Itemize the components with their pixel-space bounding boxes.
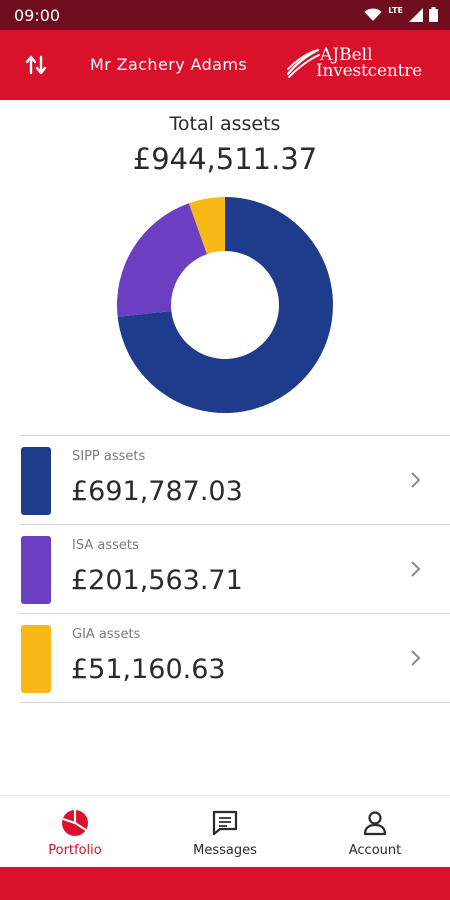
message-icon — [212, 810, 238, 836]
asset-value: £201,563.71 — [71, 565, 243, 596]
chevron-right-icon — [411, 650, 421, 666]
logo-text-bottom: Investcentre — [316, 61, 423, 81]
asset-color-swatch — [21, 447, 51, 515]
pie-chart-icon — [62, 810, 88, 836]
wifi-icon — [364, 7, 382, 21]
asset-allocation-donut-chart — [117, 197, 333, 413]
asset-list: SIPP assets £691,787.03 ISA assets £201,… — [20, 435, 450, 703]
network-type: LTE — [388, 6, 403, 15]
donut-slice-sipp-assets — [117, 197, 333, 413]
donut-slice-gia-assets — [188, 197, 225, 255]
nav-label: Messages — [193, 843, 257, 858]
switch-account-icon[interactable] — [23, 52, 49, 78]
nav-label: Account — [348, 843, 402, 858]
asset-label: ISA assets — [72, 538, 139, 553]
nav-messages[interactable]: Messages — [150, 796, 300, 867]
asset-row-isa[interactable]: ISA assets £201,563.71 — [20, 525, 450, 614]
asset-color-swatch — [21, 625, 51, 693]
status-time: 09:00 — [14, 6, 61, 25]
logo-swoosh-icon — [286, 48, 320, 78]
asset-label: SIPP assets — [72, 449, 146, 464]
battery-icon — [429, 7, 438, 22]
asset-row-sipp[interactable]: SIPP assets £691,787.03 — [20, 436, 450, 525]
app-header: Mr Zachery Adams AJBell Investcentre — [0, 30, 450, 100]
person-icon — [363, 811, 387, 836]
chevron-right-icon — [411, 561, 421, 577]
account-name: Mr Zachery Adams — [90, 55, 248, 74]
asset-label: GIA assets — [72, 627, 141, 642]
status-icons: LTE — [364, 6, 438, 22]
bottom-navigation: Portfolio Messages Account — [0, 795, 450, 867]
asset-row-gia[interactable]: GIA assets £51,160.63 — [20, 614, 450, 703]
ajbell-logo: AJBell Investcentre — [286, 42, 436, 88]
total-assets-value: £944,511.37 — [132, 142, 318, 176]
chevron-right-icon — [411, 472, 421, 488]
asset-value: £51,160.63 — [71, 654, 226, 685]
nav-label: Portfolio — [48, 843, 102, 858]
status-bar: 09:00 LTE — [0, 0, 450, 30]
logo-text-top: AJBell — [320, 45, 373, 65]
nav-account[interactable]: Account — [300, 796, 450, 867]
asset-color-swatch — [21, 536, 51, 604]
signal-icon — [409, 7, 423, 22]
asset-value: £691,787.03 — [71, 476, 243, 507]
total-assets-label: Total assets — [169, 113, 281, 135]
nav-portfolio[interactable]: Portfolio — [0, 796, 150, 867]
footer-bar — [0, 867, 450, 900]
donut-slice-isa-assets — [117, 203, 207, 317]
